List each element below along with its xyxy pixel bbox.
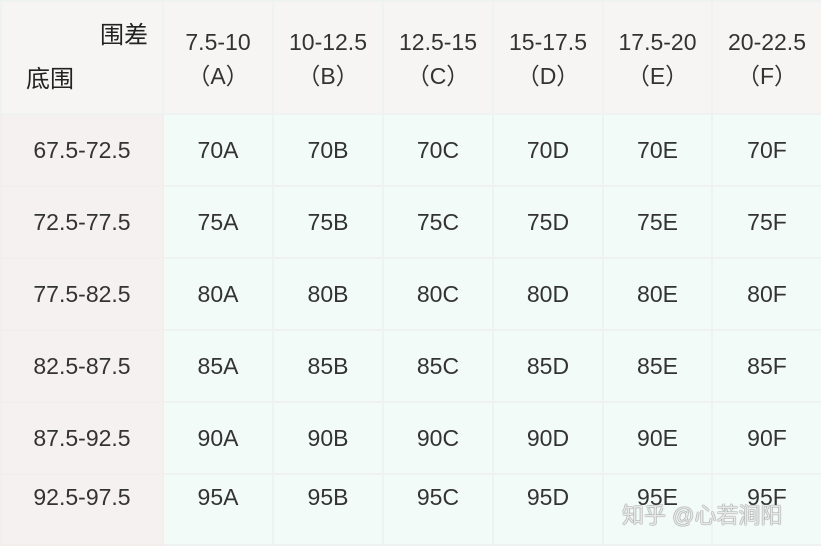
size-cell: 80F: [711, 257, 821, 331]
size-cell: 70C: [382, 113, 494, 187]
size-cell: 90D: [492, 401, 604, 475]
size-cell: 75B: [272, 185, 384, 259]
column-cup: （F）: [736, 63, 798, 89]
row-label: 72.5-77.5: [0, 185, 164, 259]
size-cell: 75F: [711, 185, 821, 259]
size-cell: 85C: [382, 329, 494, 403]
size-cell: 95D: [492, 473, 604, 546]
size-cell: 85D: [492, 329, 604, 403]
size-cell: 95C: [382, 473, 494, 546]
size-cell: 75A: [162, 185, 274, 259]
column-range: 20-22.5: [727, 29, 806, 55]
column-header: 12.5-15 （C）: [382, 0, 494, 115]
size-cell: 90E: [602, 401, 713, 475]
size-cell: 80C: [382, 257, 494, 331]
table-row: 77.5-82.5 80A 80B 80C 80D 80E 80F: [0, 257, 821, 331]
column-cup: （B）: [297, 63, 359, 89]
header-row: 围差 底围 7.5-10 （A） 10-12.5 （B） 12.5-15 （C） 15-17…: [0, 0, 821, 115]
size-cell: 90A: [162, 401, 274, 475]
row-label: 92.5-97.5: [0, 473, 164, 546]
column-range: 15-17.5: [508, 29, 587, 55]
size-cell: 75C: [382, 185, 494, 259]
column-header: 20-22.5 （F）: [711, 0, 821, 115]
size-cell: 85B: [272, 329, 384, 403]
size-cell: 70B: [272, 113, 384, 187]
size-cell: 70A: [162, 113, 274, 187]
table-row: 72.5-77.5 75A 75B 75C 75D 75E 75F: [0, 185, 821, 259]
size-cell: 75E: [602, 185, 713, 259]
column-range: 7.5-10: [185, 29, 251, 55]
row-label: 82.5-87.5: [0, 329, 164, 403]
size-cell: 85F: [711, 329, 821, 403]
size-cell: 75D: [492, 185, 604, 259]
column-cup: （E）: [626, 63, 689, 89]
corner-cell: 围差 底围: [0, 0, 164, 115]
size-cell: 95A: [162, 473, 274, 546]
size-cell: 80A: [162, 257, 274, 331]
table-row: 87.5-92.5 90A 90B 90C 90D 90E 90F: [0, 401, 821, 475]
column-header: 15-17.5 （D）: [492, 0, 604, 115]
column-range: 12.5-15: [398, 29, 477, 55]
column-header: 17.5-20 （E）: [602, 0, 713, 115]
size-cell: 70D: [492, 113, 604, 187]
size-cell: 80B: [272, 257, 384, 331]
size-cell: 90C: [382, 401, 494, 475]
corner-bottom-label: 底围: [26, 66, 74, 93]
size-cell: 85A: [162, 329, 274, 403]
size-cell: 70E: [602, 113, 713, 187]
column-cup: （A）: [187, 63, 249, 89]
column-cup: （C）: [406, 63, 470, 89]
size-cell: 90B: [272, 401, 384, 475]
size-cell: 80D: [492, 257, 604, 331]
watermark: 知乎 @心若涧阳: [622, 503, 783, 528]
column-header: 7.5-10 （A）: [162, 0, 274, 115]
column-range: 10-12.5: [288, 29, 367, 55]
size-cell: 90F: [711, 401, 821, 475]
corner-top-label: 围差: [100, 22, 148, 49]
row-label: 67.5-72.5: [0, 113, 164, 187]
size-cell: 80E: [602, 257, 713, 331]
column-range: 17.5-20: [618, 29, 697, 55]
table-row: 82.5-87.5 85A 85B 85C 85D 85E 85F: [0, 329, 821, 403]
row-label: 77.5-82.5: [0, 257, 164, 331]
row-label: 87.5-92.5: [0, 401, 164, 475]
size-cell: 70F: [711, 113, 821, 187]
size-cell: 95B: [272, 473, 384, 546]
table-row: 67.5-72.5 70A 70B 70C 70D 70E 70F: [0, 113, 821, 187]
column-header: 10-12.5 （B）: [272, 0, 384, 115]
size-cell: 85E: [602, 329, 713, 403]
column-cup: （D）: [516, 63, 580, 89]
